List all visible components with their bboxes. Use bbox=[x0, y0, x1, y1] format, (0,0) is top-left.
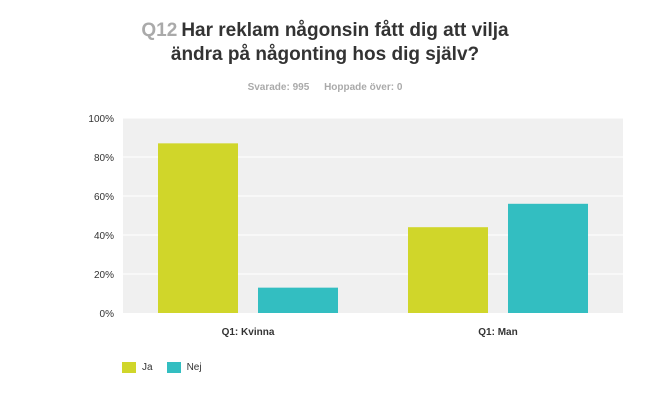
y-tick-label: 0% bbox=[100, 309, 115, 320]
bar-nej bbox=[258, 287, 338, 313]
legend-swatch-nej bbox=[166, 362, 181, 373]
y-tick-label: 20% bbox=[94, 270, 114, 281]
y-tick-label: 80% bbox=[94, 153, 114, 164]
question-text-line-2: ändra på någonting hos dig själv? bbox=[170, 44, 480, 65]
legend-label-nej: Nej bbox=[186, 362, 202, 373]
bar-nej bbox=[508, 203, 588, 313]
chart-title: Q12 Har reklam någonsin fått dig att vilj… bbox=[0, 19, 650, 67]
title-line-1: Q12 Har reklam någonsin fått dig att vilj… bbox=[0, 19, 650, 43]
x-tick-label: Q1: Kvinna bbox=[222, 327, 275, 338]
bar-ja bbox=[408, 227, 488, 313]
skipped-count: Hoppade över: 0 bbox=[324, 82, 403, 93]
y-tick-label: 100% bbox=[88, 114, 114, 125]
legend-item-ja: Ja bbox=[122, 362, 153, 373]
y-tick-label: 60% bbox=[94, 192, 114, 203]
question-number: Q12 bbox=[141, 20, 178, 41]
y-tick-label: 40% bbox=[94, 231, 114, 242]
legend-label-ja: Ja bbox=[142, 362, 153, 373]
question-text-line-1: Har reklam någonsin fått dig att vilja bbox=[181, 20, 509, 41]
legend: Ja Nej bbox=[122, 362, 216, 373]
response-stats: Svarade: 995 Hoppade över: 0 bbox=[0, 82, 650, 93]
answered-count: Svarade: 995 bbox=[247, 82, 310, 93]
x-tick-label: Q1: Man bbox=[478, 327, 517, 338]
bar-ja bbox=[158, 143, 238, 313]
legend-item-nej: Nej bbox=[166, 362, 202, 373]
legend-swatch-ja bbox=[122, 362, 136, 373]
